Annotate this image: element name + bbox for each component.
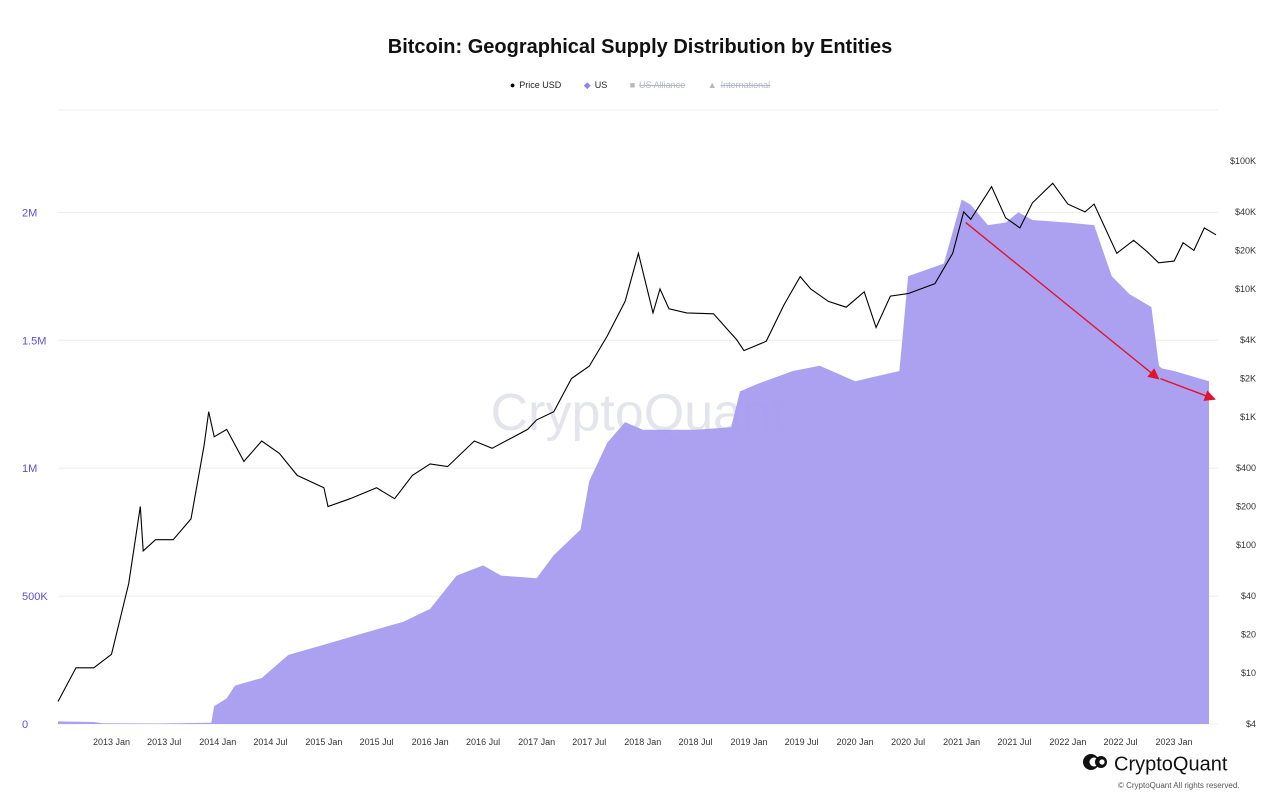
- right-tick-label: $100: [1236, 540, 1256, 550]
- x-tick-label: 2020 Jul: [891, 737, 925, 747]
- diamond-icon: ◆: [583, 80, 591, 90]
- right-tick-label: $10: [1241, 668, 1256, 678]
- square-icon: ■: [629, 80, 636, 90]
- left-tick-label: 500K: [22, 591, 48, 603]
- legend-item-us[interactable]: ◆ US: [584, 80, 607, 91]
- left-tick-label: 1.5M: [22, 335, 46, 347]
- left-tick-label: 2M: [22, 207, 37, 219]
- x-tick-label: 2022 Jan: [1049, 737, 1086, 747]
- legend-item-international[interactable]: ▲ International: [708, 80, 770, 90]
- right-tick-label: $20K: [1235, 245, 1256, 255]
- x-tick-label: 2021 Jul: [997, 737, 1031, 747]
- annotation-arrows: [965, 222, 1216, 401]
- chart-legend: ● Price USD ◆ US ■ US Alliance ▲ Internation…: [0, 80, 1280, 91]
- brand: CryptoQuant: [1082, 752, 1227, 778]
- x-tick-label: 2015 Jan: [305, 737, 342, 747]
- copyright-text: © CryptoQuant All rights reserved.: [1118, 781, 1240, 790]
- legend-label: US: [594, 80, 608, 90]
- right-tick-label: $40: [1241, 591, 1256, 601]
- x-tick-label: 2021 Jan: [943, 737, 980, 747]
- x-tick-label: 2019 Jul: [785, 737, 819, 747]
- us-area-series: [58, 199, 1209, 724]
- legend-label: US Alliance: [639, 80, 686, 90]
- legend-item-us-alliance[interactable]: ■ US Alliance: [630, 80, 685, 90]
- x-tick-label: 2016 Jan: [412, 737, 449, 747]
- left-tick-label: 0: [22, 719, 28, 731]
- x-tick-label: 2023 Jan: [1156, 737, 1193, 747]
- legend-item-price-usd[interactable]: ● Price USD: [510, 80, 561, 90]
- x-tick-label: 2017 Jan: [518, 737, 555, 747]
- triangle-icon: ▲: [707, 80, 717, 90]
- x-tick-label: 2013 Jul: [147, 737, 181, 747]
- right-tick-label: $200: [1236, 501, 1256, 511]
- right-tick-label: $40K: [1235, 207, 1256, 217]
- right-tick-label: $400: [1236, 463, 1256, 473]
- us-area: [58, 199, 1209, 724]
- x-tick-label: 2018 Jan: [624, 737, 661, 747]
- right-tick-label: $4K: [1240, 335, 1256, 345]
- price-line-series: [57, 182, 1217, 702]
- right-tick-label: $2K: [1240, 373, 1256, 383]
- left-axis: 0 500K 1M 1.5M 2M: [22, 207, 48, 731]
- x-tick-label: 2022 Jul: [1104, 737, 1138, 747]
- right-tick-label: $1K: [1240, 412, 1256, 422]
- x-tick-label: 2020 Jan: [837, 737, 874, 747]
- x-tick-label: 2014 Jul: [253, 737, 287, 747]
- x-tick-label: 2015 Jul: [360, 737, 394, 747]
- x-tick-label: 2017 Jul: [572, 737, 606, 747]
- annotation-arrow: [1160, 377, 1216, 401]
- price-usd-line: [57, 182, 1217, 702]
- x-tick-label: 2019 Jan: [730, 737, 767, 747]
- x-tick-label: 2013 Jan: [93, 737, 130, 747]
- circle-icon: ●: [509, 80, 516, 90]
- annotation-arrow: [965, 222, 1160, 380]
- left-tick-label: 1M: [22, 463, 37, 475]
- cryptoquant-logo-icon: [1082, 752, 1108, 778]
- right-tick-label: $4: [1246, 719, 1256, 729]
- legend-label: International: [720, 80, 771, 90]
- x-tick-label: 2018 Jul: [678, 737, 712, 747]
- x-tick-label: 2016 Jul: [466, 737, 500, 747]
- brand-name: CryptoQuant: [1114, 753, 1228, 776]
- chart-title: Bitcoin: Geographical Supply Distributio…: [387, 36, 893, 58]
- x-axis: 2013 Jan 2013 Jul 2014 Jan 2014 Jul 2015 Jan…: [93, 737, 1193, 747]
- legend-label: Price USD: [519, 80, 562, 90]
- right-tick-label: $20: [1241, 630, 1256, 640]
- right-axis: $4 $10 $20 $40 $100 $200 $400 $1K $2K $4K $10K $20K…: [1230, 156, 1256, 729]
- right-tick-label: $100K: [1230, 156, 1256, 166]
- right-tick-label: $10K: [1235, 284, 1256, 294]
- x-tick-label: 2014 Jan: [199, 737, 236, 747]
